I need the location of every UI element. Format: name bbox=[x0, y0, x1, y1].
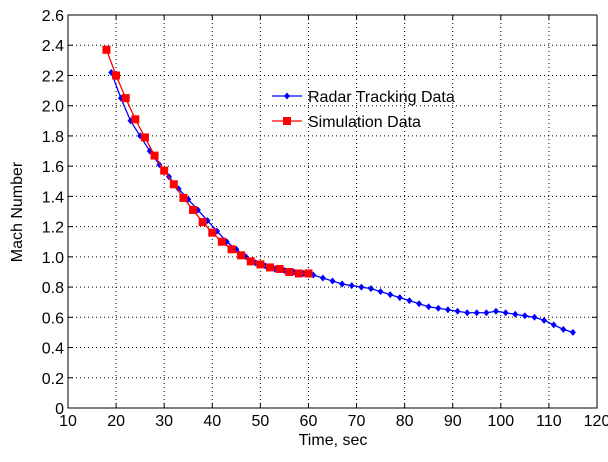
y-tick-label: 2.0 bbox=[42, 99, 64, 116]
point bbox=[416, 300, 423, 308]
y-tick-label: 2.4 bbox=[42, 38, 64, 55]
point bbox=[454, 307, 461, 315]
series-line bbox=[105, 49, 309, 275]
y-tick-label: 1.8 bbox=[42, 129, 64, 146]
point bbox=[464, 309, 471, 317]
point bbox=[502, 309, 509, 317]
x-tick-label: 20 bbox=[107, 413, 125, 430]
x-tick-label: 40 bbox=[203, 413, 221, 430]
y-tick-label: 0 bbox=[55, 401, 64, 418]
point bbox=[531, 313, 538, 321]
x-tick-label: 120 bbox=[584, 413, 608, 430]
point bbox=[140, 133, 149, 142]
point bbox=[550, 321, 557, 329]
x-tick-label: 50 bbox=[251, 413, 269, 430]
point bbox=[358, 283, 365, 291]
legend-marker bbox=[284, 92, 290, 100]
point bbox=[339, 280, 346, 288]
point bbox=[377, 288, 384, 296]
y-tick-label: 1.4 bbox=[42, 189, 64, 206]
y-tick-label: 0.8 bbox=[42, 280, 64, 297]
point bbox=[521, 312, 528, 320]
point bbox=[169, 180, 178, 189]
point bbox=[265, 263, 274, 272]
legend-label: Simulation Data bbox=[308, 114, 421, 131]
point bbox=[425, 303, 432, 311]
y-tick-label: 0.6 bbox=[42, 310, 64, 327]
point bbox=[179, 193, 188, 202]
point bbox=[483, 309, 490, 317]
legend-marker bbox=[283, 117, 291, 125]
point bbox=[121, 94, 130, 103]
x-tick-label: 10 bbox=[59, 413, 77, 430]
point bbox=[512, 310, 519, 318]
y-tick-label: 2.6 bbox=[42, 8, 64, 25]
point bbox=[112, 71, 121, 80]
y-tick-label: 0.2 bbox=[42, 371, 64, 388]
point bbox=[294, 269, 303, 278]
point bbox=[102, 45, 111, 54]
y-tick-label: 0.4 bbox=[42, 341, 64, 358]
plot-frame bbox=[67, 14, 598, 409]
point bbox=[387, 291, 394, 299]
point bbox=[319, 274, 326, 282]
x-tick-label: 90 bbox=[444, 413, 462, 430]
point bbox=[131, 115, 140, 124]
series-line bbox=[110, 72, 574, 334]
y-axis-label: Mach Number bbox=[9, 161, 26, 262]
x-tick-label: 70 bbox=[348, 413, 366, 430]
point bbox=[237, 251, 246, 260]
legend-label: Radar Tracking Data bbox=[308, 89, 455, 106]
point bbox=[541, 316, 548, 324]
point bbox=[227, 245, 236, 254]
point bbox=[396, 294, 403, 302]
point bbox=[304, 269, 313, 278]
point bbox=[493, 307, 500, 315]
x-tick-label: 100 bbox=[487, 413, 514, 430]
point bbox=[198, 218, 207, 227]
point bbox=[208, 228, 217, 237]
point bbox=[275, 264, 284, 273]
point bbox=[444, 306, 451, 314]
point bbox=[348, 282, 355, 290]
y-tick-label: 2.2 bbox=[42, 68, 64, 85]
point bbox=[569, 328, 576, 336]
x-tick-label: 80 bbox=[396, 413, 414, 430]
y-tick-label: 1.6 bbox=[42, 159, 64, 176]
point bbox=[189, 205, 198, 214]
point bbox=[367, 285, 374, 293]
point bbox=[329, 277, 336, 285]
point bbox=[285, 267, 294, 276]
point bbox=[246, 257, 255, 266]
point bbox=[256, 260, 265, 269]
point bbox=[150, 151, 159, 160]
y-tick-label: 1.0 bbox=[42, 250, 64, 267]
y-tick-label: 1.2 bbox=[42, 220, 64, 237]
point bbox=[160, 166, 169, 175]
x-tick-label: 60 bbox=[300, 413, 318, 430]
point bbox=[435, 304, 442, 312]
x-tick-label: 110 bbox=[536, 413, 562, 430]
point bbox=[560, 325, 567, 333]
point bbox=[217, 237, 226, 246]
x-axis-label: Time, sec bbox=[299, 432, 368, 449]
point bbox=[406, 297, 413, 305]
point bbox=[473, 309, 480, 317]
x-tick-label: 30 bbox=[155, 413, 173, 430]
